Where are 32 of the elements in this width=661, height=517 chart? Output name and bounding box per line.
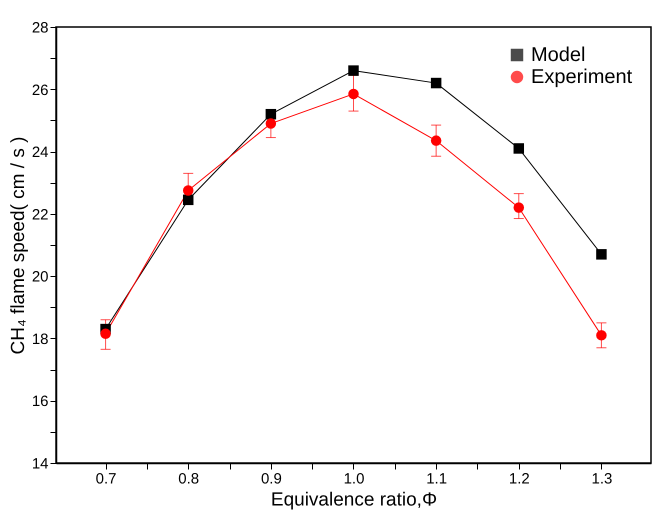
y-tick-label: 24 (32, 144, 48, 162)
legend-label: Experiment (531, 66, 633, 88)
y-tick-label: 22 (32, 206, 48, 224)
y-tick-label: 28 (32, 20, 48, 36)
point (596, 249, 607, 260)
x-tick-label: 1.3 (591, 470, 612, 488)
y-tick-label: 26 (32, 82, 48, 99)
x-tick-label: 0.8 (178, 470, 200, 488)
x-tick-label: 1.1 (426, 470, 448, 488)
x-tick-label: 0.7 (96, 470, 117, 488)
y-tick-label: 20 (32, 268, 48, 286)
y-tick-label: 14 (32, 456, 48, 472)
x-axis-title: Equivalence ratio,Φ (270, 490, 438, 510)
point (514, 202, 524, 213)
point (430, 78, 442, 88)
x-tick-label: 1.0 (344, 470, 364, 488)
point (266, 108, 276, 120)
point (266, 118, 276, 129)
point (348, 65, 359, 76)
point (100, 328, 111, 339)
y-tick-label: 16 (32, 393, 48, 410)
point (348, 88, 359, 100)
y-axis-title: CH₄ flame speed( cm / s ) (8, 136, 29, 354)
legend-label: Model (531, 44, 586, 66)
point (182, 185, 194, 196)
x-tick-label: 0.9 (260, 470, 282, 488)
point (182, 194, 194, 206)
y-tick-label: 18 (32, 330, 48, 348)
point (514, 143, 524, 154)
point (430, 135, 442, 146)
point (596, 330, 607, 341)
x-tick-label: 1.2 (508, 470, 530, 488)
